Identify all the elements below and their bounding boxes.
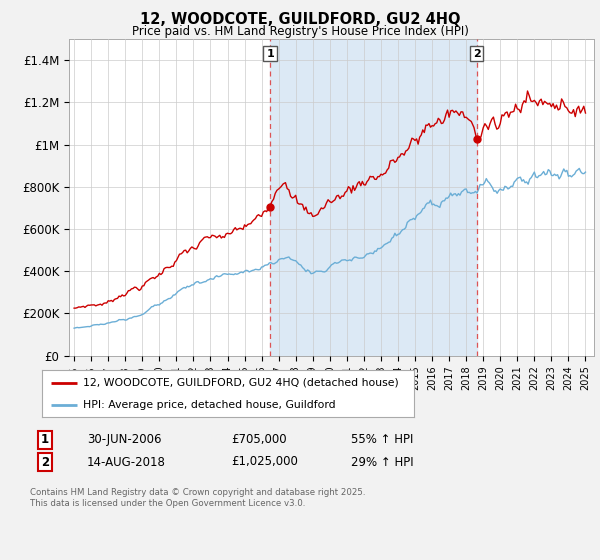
Text: 14-AUG-2018: 14-AUG-2018 xyxy=(87,455,166,469)
Text: 30-JUN-2006: 30-JUN-2006 xyxy=(87,433,161,446)
Text: 12, WOODCOTE, GUILDFORD, GU2 4HQ (detached house): 12, WOODCOTE, GUILDFORD, GU2 4HQ (detach… xyxy=(83,378,398,388)
Text: £705,000: £705,000 xyxy=(231,433,287,446)
Text: 1: 1 xyxy=(266,49,274,59)
Text: 2: 2 xyxy=(41,455,49,469)
Text: HPI: Average price, detached house, Guildford: HPI: Average price, detached house, Guil… xyxy=(83,400,335,410)
Text: Price paid vs. HM Land Registry's House Price Index (HPI): Price paid vs. HM Land Registry's House … xyxy=(131,25,469,38)
Text: 29% ↑ HPI: 29% ↑ HPI xyxy=(351,455,413,469)
Text: 55% ↑ HPI: 55% ↑ HPI xyxy=(351,433,413,446)
Text: 1: 1 xyxy=(41,433,49,446)
Text: 12, WOODCOTE, GUILDFORD, GU2 4HQ: 12, WOODCOTE, GUILDFORD, GU2 4HQ xyxy=(140,12,460,27)
Text: 2: 2 xyxy=(473,49,481,59)
Bar xyxy=(270,39,477,356)
Text: £1,025,000: £1,025,000 xyxy=(231,455,298,469)
Text: Contains HM Land Registry data © Crown copyright and database right 2025.
This d: Contains HM Land Registry data © Crown c… xyxy=(30,488,365,508)
